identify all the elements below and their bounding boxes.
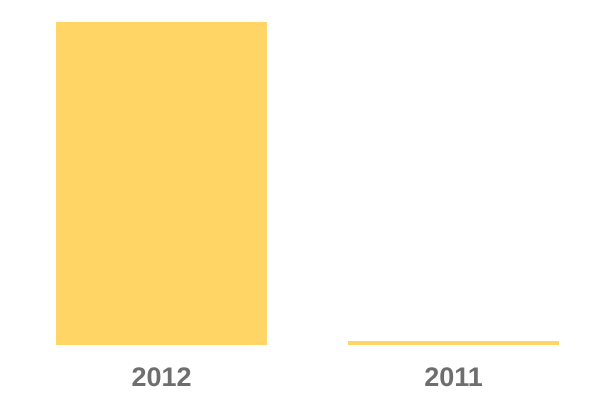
x-axis-label-2012: 2012 — [131, 362, 192, 392]
bar-2012[interactable] — [56, 22, 267, 345]
bar-2011[interactable] — [348, 341, 559, 345]
plot-area — [0, 22, 600, 345]
x-axis-label-2011: 2011 — [424, 362, 483, 392]
